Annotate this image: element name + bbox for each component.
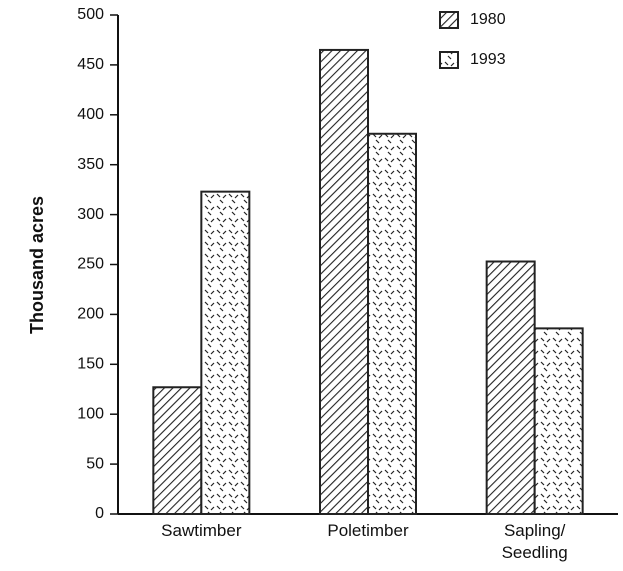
y-tick-label: 100 — [77, 405, 104, 422]
y-tick-label: 200 — [77, 306, 104, 323]
y-tick-label: 250 — [77, 256, 104, 273]
y-tick-label: 50 — [86, 455, 104, 472]
bar — [319, 48, 369, 516]
bar — [485, 260, 536, 516]
y-tick-label: 450 — [77, 56, 104, 73]
legend-swatch — [439, 11, 459, 29]
bar — [367, 132, 417, 515]
legend-label: 1993 — [470, 51, 506, 68]
y-tick-label: 400 — [77, 106, 104, 123]
y-tick-label: 150 — [77, 356, 104, 373]
bar — [200, 190, 251, 515]
bar — [152, 386, 203, 515]
x-tick-label: Poletimber — [327, 521, 409, 540]
x-tick-label: Sawtimber — [161, 521, 242, 540]
y-tick-label: 500 — [77, 6, 104, 23]
bar — [533, 327, 584, 516]
y-tick-label: 350 — [77, 156, 104, 173]
legend-swatch — [439, 51, 459, 69]
y-tick-label: 300 — [77, 206, 104, 223]
legend-label: 1980 — [470, 11, 506, 28]
y-axis-label: Thousand acres — [27, 196, 47, 334]
x-tick-label: Sapling/ Seedling — [501, 521, 568, 562]
y-tick-label: 0 — [95, 505, 104, 522]
